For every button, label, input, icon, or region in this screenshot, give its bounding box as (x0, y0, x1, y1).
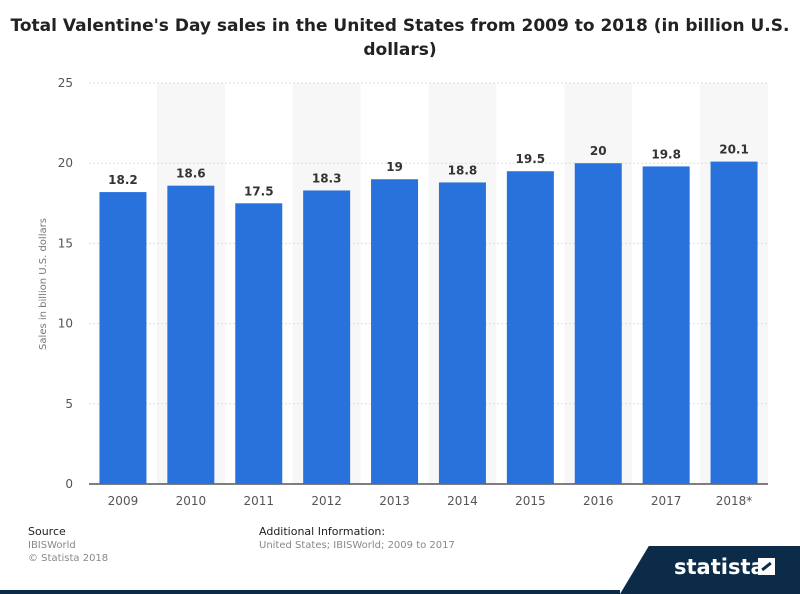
data-label: 17.5 (244, 184, 274, 198)
source-block: Source IBISWorld © Statista 2018 (28, 525, 108, 565)
additional-info-text: United States; IBISWorld; 2009 to 2017 (259, 540, 455, 551)
x-tick-label: 2018* (716, 494, 753, 508)
data-label: 20.1 (719, 143, 749, 157)
source-heading: Source (28, 525, 66, 538)
bar (710, 161, 758, 484)
y-axis-label: Sales in billion U.S. dollars (38, 218, 49, 350)
source-line: IBISWorld (28, 540, 76, 551)
bar-chart: 18.2 18.6 17.5 18.3 19 18.8 19.5 20 19.8 20.1 0 5 1… (38, 76, 768, 508)
y-tick-label: 25 (58, 76, 73, 90)
data-label: 18.6 (176, 167, 206, 181)
x-tick-label: 2009 (108, 494, 139, 508)
bar (506, 171, 554, 484)
y-tick-label: 20 (58, 156, 73, 170)
bar (99, 192, 147, 484)
data-label: 19 (386, 160, 403, 174)
chart-title: Total Valentine's Day sales in the Unite… (10, 16, 790, 60)
x-tick-label: 2010 (176, 494, 207, 508)
y-tick-label: 15 (58, 236, 73, 250)
x-tick-label: 2011 (243, 494, 274, 508)
x-tick-label: 2015 (515, 494, 546, 508)
x-tick-label: 2016 (583, 494, 614, 508)
bar (574, 163, 622, 484)
data-label: 19.5 (516, 152, 546, 166)
bottom-rule (0, 590, 620, 594)
bar (167, 185, 215, 484)
bar (438, 182, 486, 484)
y-tick-label: 0 (65, 477, 73, 491)
data-label: 19.8 (651, 147, 681, 161)
copyright-line: © Statista 2018 (28, 553, 109, 564)
bar (235, 203, 283, 485)
y-tick-label: 10 (58, 317, 73, 331)
data-label: 18.8 (448, 163, 478, 177)
bar (303, 190, 351, 484)
x-tick-label: 2014 (447, 494, 478, 508)
statista-logo-icon (758, 558, 775, 575)
bar (371, 179, 419, 485)
data-label: 20 (590, 144, 607, 158)
x-tick-label: 2017 (651, 494, 682, 508)
x-tick-label: 2013 (379, 494, 410, 508)
x-tick-label: 2012 (311, 494, 342, 508)
additional-info-heading: Additional Information: (259, 525, 386, 538)
data-label: 18.3 (312, 171, 342, 185)
data-label: 18.2 (108, 173, 138, 187)
statista-logo: statista (674, 555, 765, 579)
bar (642, 166, 690, 484)
y-tick-label: 5 (65, 397, 73, 411)
additional-info-block: Additional Information: United States; I… (259, 525, 455, 552)
